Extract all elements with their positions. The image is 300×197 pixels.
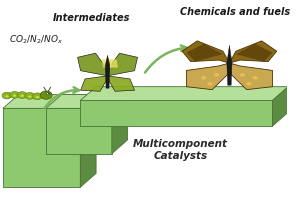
Polygon shape [112, 95, 128, 154]
Text: $\mathit{CO_2/N_2/NO_x}$: $\mathit{CO_2/N_2/NO_x}$ [9, 33, 63, 46]
Circle shape [47, 93, 50, 95]
Circle shape [28, 96, 32, 98]
Polygon shape [78, 53, 107, 76]
Circle shape [2, 92, 12, 99]
Polygon shape [81, 76, 107, 91]
Polygon shape [227, 45, 232, 85]
Polygon shape [272, 87, 288, 126]
Circle shape [10, 91, 20, 98]
Circle shape [240, 73, 245, 77]
Circle shape [5, 95, 9, 98]
Circle shape [208, 82, 213, 85]
Circle shape [201, 76, 206, 80]
Circle shape [36, 96, 39, 98]
Circle shape [214, 73, 219, 77]
Circle shape [21, 95, 24, 97]
Circle shape [253, 76, 258, 80]
Polygon shape [186, 63, 230, 90]
Polygon shape [230, 63, 272, 90]
Circle shape [246, 82, 251, 85]
Polygon shape [107, 76, 134, 91]
Circle shape [13, 95, 16, 97]
Polygon shape [80, 87, 288, 100]
Circle shape [17, 92, 27, 98]
Polygon shape [46, 95, 128, 108]
Circle shape [25, 93, 35, 99]
Circle shape [33, 93, 42, 100]
Circle shape [40, 91, 52, 99]
Polygon shape [236, 44, 272, 61]
Polygon shape [80, 95, 96, 187]
Polygon shape [102, 59, 112, 68]
Circle shape [48, 93, 50, 94]
Polygon shape [182, 41, 230, 63]
Polygon shape [3, 95, 96, 108]
Text: Intermediates: Intermediates [53, 13, 130, 23]
Polygon shape [46, 108, 112, 154]
Polygon shape [105, 55, 110, 88]
Polygon shape [80, 100, 272, 126]
Polygon shape [186, 44, 223, 61]
Text: Chemicals and fuels: Chemicals and fuels [180, 7, 290, 17]
Polygon shape [230, 41, 277, 63]
Polygon shape [107, 59, 118, 68]
Polygon shape [3, 108, 80, 187]
Polygon shape [107, 53, 137, 76]
Text: Multicomponent
Catalysts: Multicomponent Catalysts [133, 138, 228, 161]
